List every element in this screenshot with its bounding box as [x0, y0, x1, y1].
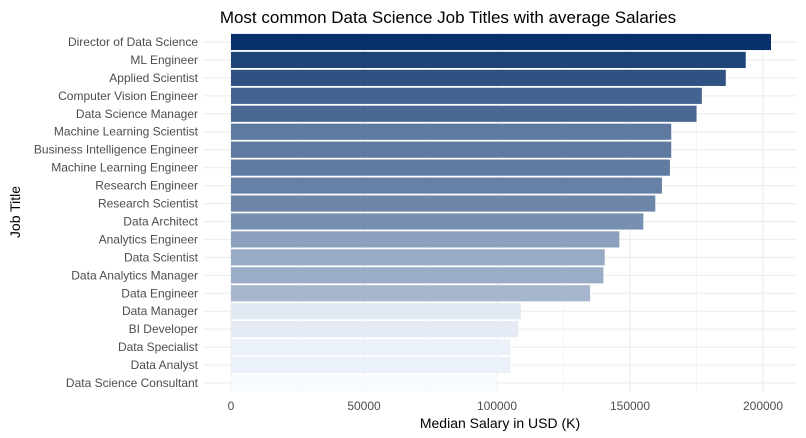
y-tick-label: Data Analyst — [131, 358, 199, 372]
bar — [231, 374, 498, 392]
y-tick-label: Business Intelligence Engineer — [34, 143, 198, 157]
y-axis-title: Job Title — [7, 186, 23, 238]
y-tick-label: Director of Data Science — [68, 35, 198, 49]
x-tick-label: 0 — [228, 399, 235, 413]
y-tick-label: Data Scientist — [124, 250, 199, 264]
x-axis-tick-labels: 0 50000 100000 150000 200000 — [228, 399, 784, 413]
bar — [231, 321, 519, 338]
x-tick-label: 200000 — [743, 399, 783, 413]
y-tick-label: Data Engineer — [121, 286, 198, 300]
y-tick-label: Analytics Engineer — [99, 232, 198, 246]
bar — [231, 105, 697, 122]
x-axis-title: Median Salary in USD (K) — [420, 415, 580, 431]
bar — [231, 213, 644, 230]
y-tick-label: Machine Learning Engineer — [51, 161, 198, 175]
y-axis-tick-labels: Director of Data Science ML Engineer Appli… — [34, 35, 199, 390]
y-tick-label: Data Science Consultant — [66, 376, 199, 390]
bar — [231, 231, 620, 248]
y-tick-label: Data Science Manager — [76, 107, 198, 121]
bar — [231, 123, 672, 140]
bar — [231, 267, 604, 284]
bar — [231, 159, 670, 176]
y-tick-label: Research Scientist — [98, 197, 199, 211]
y-tick-label: Data Specialist — [118, 340, 199, 354]
bar — [231, 177, 662, 194]
bar — [231, 249, 605, 266]
bar — [231, 195, 656, 212]
chart-title: Most common Data Science Job Titles with… — [220, 8, 676, 27]
y-tick-label: Machine Learning Scientist — [54, 125, 199, 139]
y-tick-label: Data Analytics Manager — [71, 268, 198, 282]
x-tick-label: 50000 — [347, 399, 381, 413]
y-tick-label: Applied Scientist — [109, 71, 198, 85]
x-tick-label: 100000 — [477, 399, 517, 413]
bar — [231, 69, 726, 86]
y-tick-label: ML Engineer — [130, 53, 198, 67]
bar — [231, 285, 591, 302]
x-tick-label: 150000 — [610, 399, 650, 413]
y-tick-label: Data Architect — [123, 214, 198, 228]
y-tick-label: BI Developer — [129, 322, 198, 336]
bar — [231, 339, 511, 356]
bar — [231, 51, 746, 69]
y-tick-label: Computer Vision Engineer — [58, 89, 198, 103]
bar — [231, 356, 511, 374]
bar — [231, 141, 672, 158]
y-tick-label: Data Manager — [122, 304, 198, 318]
bar — [231, 87, 702, 104]
bar — [231, 303, 521, 320]
y-tick-label: Research Engineer — [95, 179, 198, 193]
bar — [231, 33, 771, 51]
grid-lines — [204, 33, 796, 392]
bars — [231, 33, 771, 392]
